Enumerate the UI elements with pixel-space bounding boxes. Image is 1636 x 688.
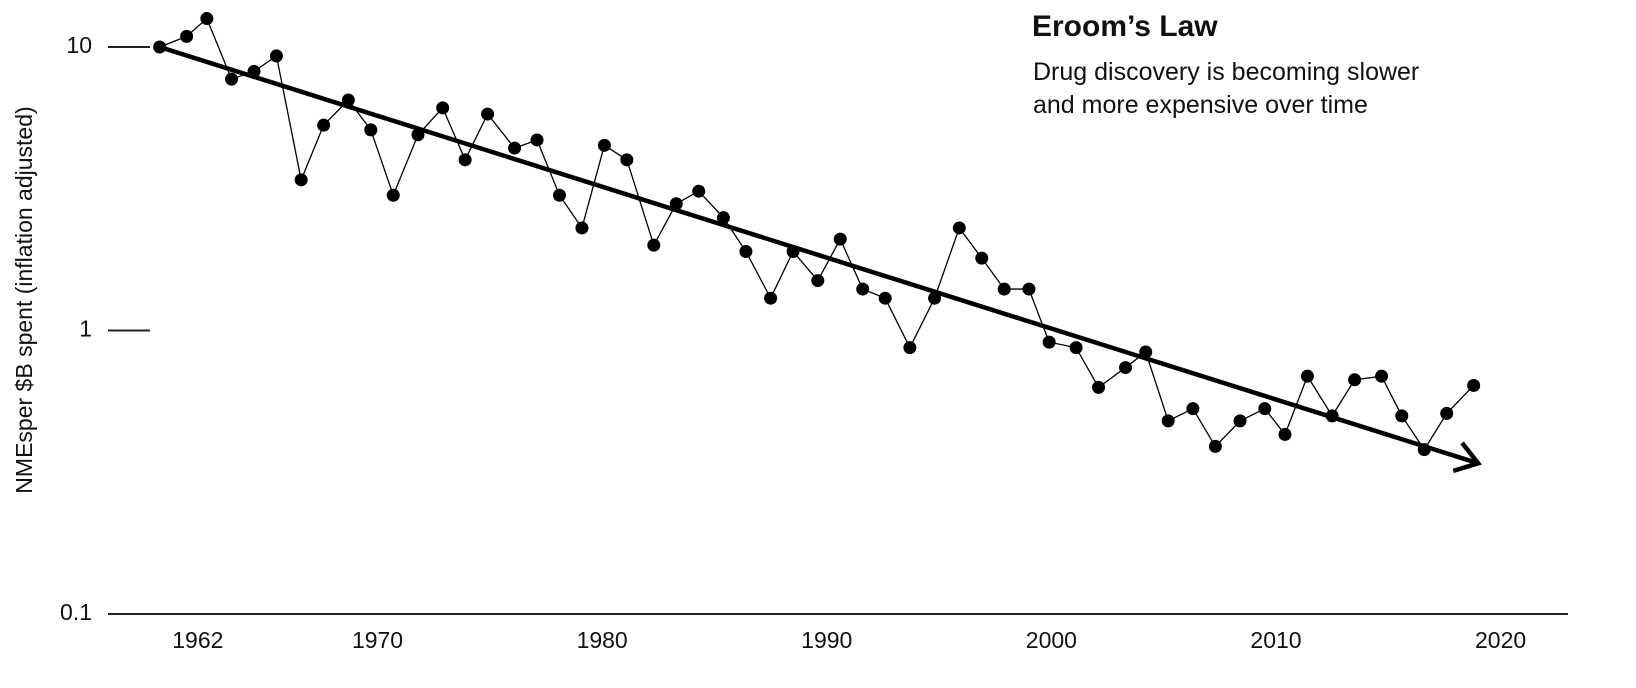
- data-point: [953, 221, 966, 234]
- data-point: [975, 252, 988, 265]
- y-tick-label: 0.1: [60, 599, 92, 625]
- data-point: [225, 73, 238, 86]
- data-point: [1234, 414, 1247, 427]
- data-point: [459, 153, 472, 166]
- data-point: [508, 142, 521, 155]
- data-point: [879, 292, 892, 305]
- y-axis-label: NMEsper $B spent (inflation adjusted): [11, 106, 37, 493]
- y-tick-label: 1: [79, 316, 92, 342]
- data-point: [1162, 414, 1175, 427]
- chart-title: Eroom’s Law: [1032, 10, 1218, 44]
- data-point: [575, 221, 588, 234]
- x-tick-label: 1990: [801, 627, 852, 653]
- data-point: [692, 185, 705, 198]
- chart-subtitle: Drug discovery is becoming slower and mo…: [1033, 56, 1423, 122]
- x-tick-label: 2020: [1475, 627, 1526, 653]
- data-point: [1022, 283, 1035, 296]
- data-point: [1467, 379, 1480, 392]
- x-tick-label: 1970: [352, 627, 403, 653]
- x-tick-label: 1980: [577, 627, 628, 653]
- data-point: [270, 49, 283, 62]
- data-point: [553, 189, 566, 202]
- data-point: [1440, 407, 1453, 420]
- data-point: [1375, 370, 1388, 383]
- data-point: [856, 283, 869, 296]
- data-point: [764, 292, 777, 305]
- data-point: [387, 189, 400, 202]
- data-point: [1258, 402, 1271, 415]
- data-point: [1209, 440, 1222, 453]
- data-point: [811, 274, 824, 287]
- data-point: [1278, 428, 1291, 441]
- data-point: [364, 123, 377, 136]
- data-point: [1186, 402, 1199, 415]
- data-point: [531, 133, 544, 146]
- data-point: [620, 153, 633, 166]
- y-tick-label: 10: [66, 32, 92, 58]
- data-point: [903, 341, 916, 354]
- data-point: [436, 101, 449, 114]
- x-tick-label: 2010: [1250, 627, 1301, 653]
- data-point: [317, 119, 330, 132]
- data-point: [1043, 336, 1056, 349]
- data-point: [200, 12, 213, 25]
- data-point: [481, 108, 494, 121]
- page: NMEsper $B spent (inflation adjusted) 10…: [0, 0, 1636, 688]
- data-point: [739, 245, 752, 258]
- data-point: [647, 239, 660, 252]
- data-point: [1119, 361, 1132, 374]
- x-tick-label: 1962: [172, 627, 223, 653]
- data-point: [1348, 373, 1361, 386]
- data-point: [180, 30, 193, 43]
- data-point: [834, 233, 847, 246]
- data-point: [1301, 370, 1314, 383]
- data-point: [1395, 409, 1408, 422]
- data-point: [598, 139, 611, 152]
- data-point: [1070, 341, 1083, 354]
- data-point: [1092, 381, 1105, 394]
- x-tick-label: 2000: [1026, 627, 1077, 653]
- data-point: [998, 283, 1011, 296]
- data-point: [295, 173, 308, 186]
